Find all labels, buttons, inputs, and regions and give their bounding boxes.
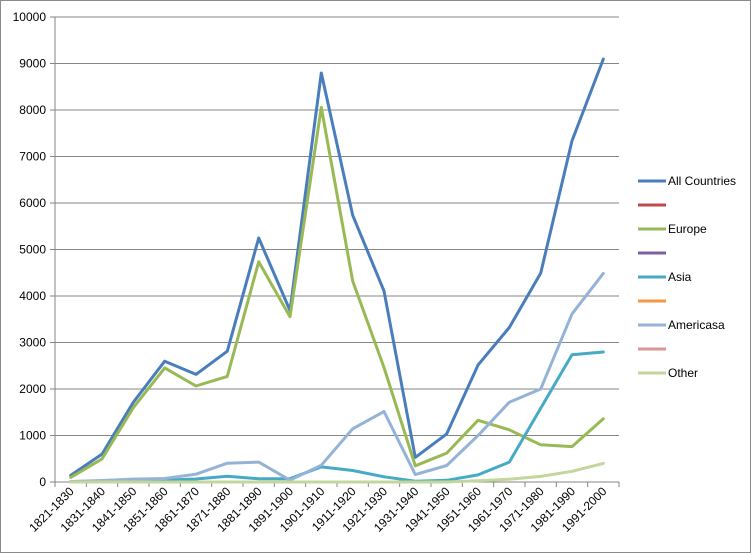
x-axis-tick-labels: 1821-18301831-18401841-18501851-18601861… <box>26 484 609 535</box>
y-tick-label: 6000 <box>19 196 46 210</box>
series-line-6 <box>69 271 605 483</box>
gridlines <box>55 16 619 436</box>
legend: All Countries Europe Asia Americasa Other <box>638 174 736 380</box>
y-tick-label: 5000 <box>19 243 46 257</box>
legend-label: Asia <box>668 270 692 284</box>
series-line-2 <box>69 105 605 479</box>
series-line-0 <box>69 57 605 477</box>
series-line-4 <box>69 350 605 484</box>
legend-label: Europe <box>668 222 707 236</box>
y-tick-label: 9000 <box>19 57 46 71</box>
y-tick-label: 0 <box>39 475 46 489</box>
y-tick-label: 4000 <box>19 289 46 303</box>
y-tick-label: 3000 <box>19 336 46 350</box>
legend-label: All Countries <box>668 174 736 188</box>
legend-label: Other <box>668 366 698 380</box>
y-tick-label: 7000 <box>19 150 46 164</box>
series-lines <box>69 57 605 484</box>
legend-label: Americasa <box>668 318 725 332</box>
y-tick-label: 1000 <box>19 429 46 443</box>
y-tick-label: 10000 <box>13 10 47 24</box>
y-tick-label: 8000 <box>19 103 46 117</box>
y-tick-label: 2000 <box>19 382 46 396</box>
series-line-8 <box>69 461 605 484</box>
axes <box>50 16 620 487</box>
y-axis-tick-labels: 0 1000 2000 3000 4000 5000 6000 7000 8000 9000 100… <box>13 10 47 489</box>
